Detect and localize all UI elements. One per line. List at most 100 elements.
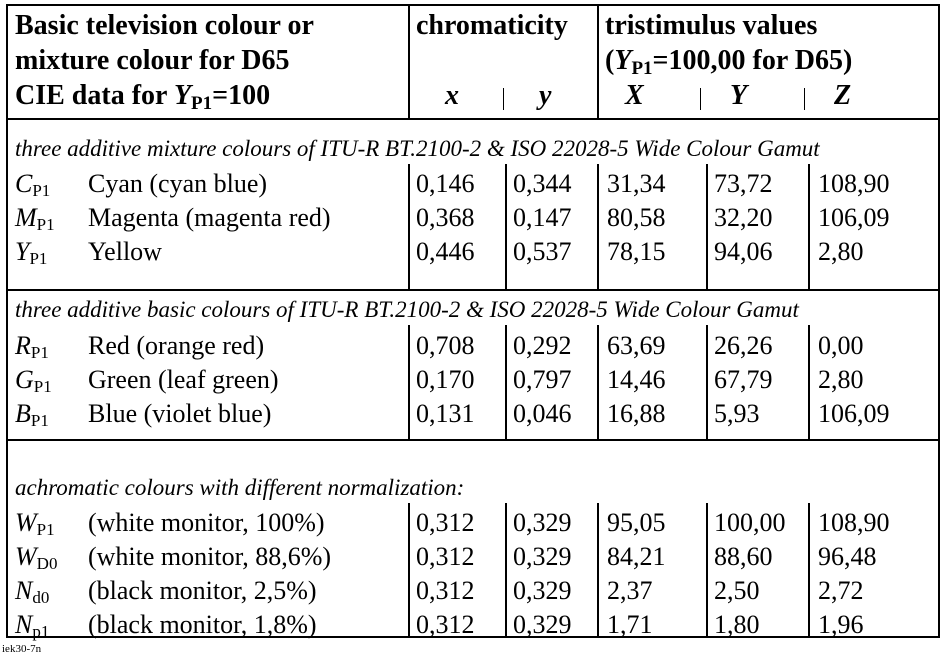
colour-name: Green (leaf green) <box>88 365 279 394</box>
rule-v-header-YZ <box>804 88 805 110</box>
value-Y: 26,26 <box>714 331 773 360</box>
value-Z: 106,09 <box>818 203 890 232</box>
value-y: 0,797 <box>513 365 572 394</box>
value-Y: 5,93 <box>714 399 760 428</box>
colour-data-table: Basic television colour or mixture colou… <box>6 4 940 641</box>
column-divider <box>408 503 410 638</box>
value-Z: 96,48 <box>818 542 877 571</box>
value-Z: 108,90 <box>818 169 890 198</box>
section-title: three additive basic colours of ITU-R BT… <box>15 297 799 322</box>
header-tristimulus: tristimulus values <box>605 10 818 41</box>
value-x: 0,146 <box>416 169 475 198</box>
value-Y: 94,06 <box>714 237 773 266</box>
column-divider <box>597 325 599 439</box>
colour-symbol: MP1 <box>15 203 55 234</box>
colour-name: Magenta (magenta red) <box>88 203 331 232</box>
rule-v-header-2 <box>597 6 599 118</box>
colour-symbol: YP1 <box>15 237 48 268</box>
value-y: 0,329 <box>513 610 572 639</box>
rule-v-header-1 <box>408 6 410 118</box>
colour-symbol: Nd0 <box>15 576 50 607</box>
colour-name: Red (orange red) <box>88 331 265 360</box>
column-divider <box>505 503 507 638</box>
value-X: 84,21 <box>607 542 666 571</box>
value-y: 0,147 <box>513 203 572 232</box>
value-x: 0,312 <box>416 576 475 605</box>
colour-name: (white monitor, 100%) <box>88 508 325 537</box>
column-divider <box>706 164 708 289</box>
header-line-2: mixture colour for D65 <box>15 45 290 76</box>
value-X: 78,15 <box>607 237 666 266</box>
value-Z: 1,96 <box>818 610 864 639</box>
value-x: 0,368 <box>416 203 475 232</box>
value-y: 0,046 <box>513 399 572 428</box>
column-divider <box>808 164 810 289</box>
column-divider <box>808 503 810 638</box>
colour-symbol: CP1 <box>15 169 51 200</box>
value-x: 0,131 <box>416 399 475 428</box>
colour-name: (white monitor, 88,6%) <box>88 542 332 571</box>
rule-header <box>8 118 938 120</box>
column-divider <box>597 503 599 638</box>
value-x: 0,312 <box>416 610 475 639</box>
value-x: 0,170 <box>416 365 475 394</box>
header-col-X: X <box>625 80 644 111</box>
value-Z: 2,80 <box>818 365 864 394</box>
value-Y: 2,50 <box>714 576 760 605</box>
value-X: 14,46 <box>607 365 666 394</box>
value-X: 80,58 <box>607 203 666 232</box>
header-tristimulus-norm: (YP1=100,00 for D65) <box>605 45 853 79</box>
colour-symbol: BP1 <box>15 399 49 430</box>
value-Y: 88,60 <box>714 542 773 571</box>
value-Y: 32,20 <box>714 203 773 232</box>
column-divider <box>597 164 599 289</box>
value-Y: 1,80 <box>714 610 760 639</box>
value-Z: 2,80 <box>818 237 864 266</box>
header-line-3: CIE data for YP1=100 <box>15 80 271 114</box>
value-X: 2,37 <box>607 576 653 605</box>
value-y: 0,329 <box>513 508 572 537</box>
header-chromaticity: chromaticity <box>416 10 568 41</box>
header-line-1: Basic television colour or <box>15 10 314 41</box>
value-x: 0,312 <box>416 508 475 537</box>
section-title: three additive mixture colours of ITU-R … <box>15 136 820 161</box>
colour-name: Blue (violet blue) <box>88 399 272 428</box>
value-y: 0,537 <box>513 237 572 266</box>
value-Y: 67,79 <box>714 365 773 394</box>
colour-symbol: RP1 <box>15 331 49 362</box>
value-X: 63,69 <box>607 331 666 360</box>
colour-name: Cyan (cyan blue) <box>88 169 268 198</box>
value-X: 16,88 <box>607 399 666 428</box>
value-y: 0,329 <box>513 576 572 605</box>
column-divider <box>408 325 410 439</box>
value-x: 0,312 <box>416 542 475 571</box>
rule-v-header-xy <box>503 88 504 110</box>
colour-symbol: GP1 <box>15 365 52 396</box>
value-X: 31,34 <box>607 169 666 198</box>
value-Y: 100,00 <box>714 508 786 537</box>
footer-code: iek30-7n <box>2 643 42 655</box>
colour-name: (black monitor, 1,8%) <box>88 610 317 639</box>
value-X: 1,71 <box>607 610 653 639</box>
colour-name: (black monitor, 2,5%) <box>88 576 317 605</box>
colour-symbol: WP1 <box>15 508 55 539</box>
column-divider <box>706 325 708 439</box>
column-divider <box>505 164 507 289</box>
colour-symbol: Np1 <box>15 610 50 641</box>
rule-v-header-XY <box>700 88 701 110</box>
header-col-y: y <box>539 80 552 111</box>
value-Y: 73,72 <box>714 169 773 198</box>
column-divider <box>505 325 507 439</box>
column-divider <box>706 503 708 638</box>
column-divider <box>808 325 810 439</box>
section-title: achromatic colours with different normal… <box>15 475 465 500</box>
value-x: 0,708 <box>416 331 475 360</box>
header-col-Z: Z <box>834 80 852 111</box>
value-X: 95,05 <box>607 508 666 537</box>
colour-name: Yellow <box>88 237 162 266</box>
value-Z: 2,72 <box>818 576 864 605</box>
value-y: 0,344 <box>513 169 572 198</box>
value-Z: 0,00 <box>818 331 864 360</box>
value-Z: 106,09 <box>818 399 890 428</box>
header-col-Y: Y <box>730 80 748 111</box>
